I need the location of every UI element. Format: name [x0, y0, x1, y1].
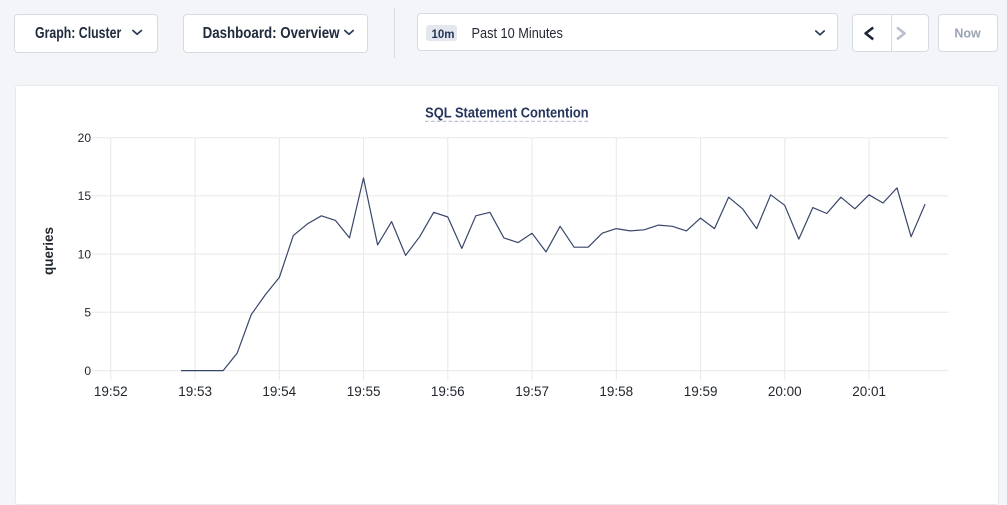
svg-text:19:58: 19:58	[599, 384, 633, 399]
svg-text:Past 10 Minutes: Past 10 Minutes	[472, 25, 564, 41]
svg-text:19:57: 19:57	[515, 384, 549, 399]
svg-text:19:54: 19:54	[262, 384, 296, 399]
svg-text:15: 15	[78, 189, 92, 203]
svg-text:20:01: 20:01	[852, 384, 886, 399]
svg-text:19:55: 19:55	[347, 384, 381, 399]
svg-text:19:52: 19:52	[94, 384, 128, 399]
svg-text:SQL Statement Contention: SQL Statement Contention	[425, 103, 588, 120]
svg-text:Graph: Cluster: Graph: Cluster	[35, 24, 122, 42]
svg-text:0: 0	[84, 364, 91, 378]
svg-text:10m: 10m	[432, 29, 455, 41]
svg-text:20: 20	[78, 131, 92, 145]
svg-text:Dashboard: Overview: Dashboard: Overview	[203, 25, 341, 42]
svg-text:19:53: 19:53	[178, 384, 212, 399]
svg-text:19:59: 19:59	[684, 384, 718, 399]
svg-text:20:00: 20:00	[768, 384, 802, 399]
svg-text:5: 5	[84, 306, 91, 320]
svg-text:10: 10	[78, 247, 92, 261]
svg-text:Now: Now	[954, 27, 981, 41]
svg-text:queries: queries	[41, 227, 56, 275]
svg-text:19:56: 19:56	[431, 384, 465, 399]
